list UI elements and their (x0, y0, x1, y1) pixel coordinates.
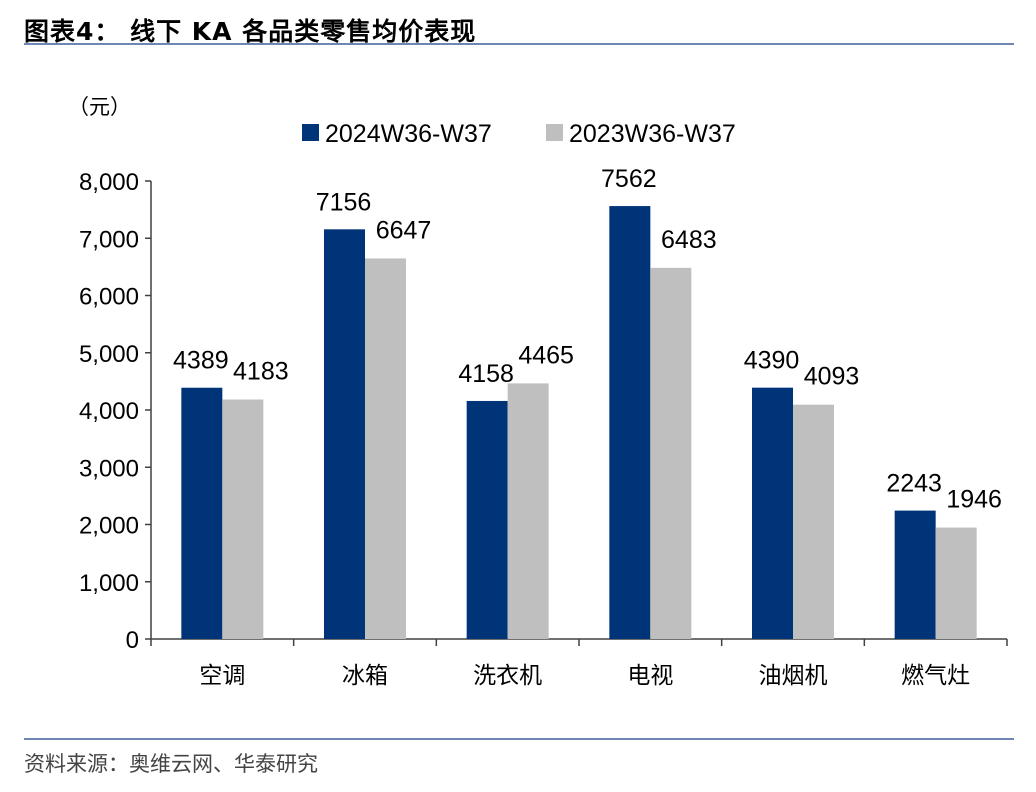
data-label-2024: 4389 (173, 347, 229, 375)
legend-swatch-2024 (302, 124, 319, 141)
bar-2024 (324, 229, 365, 639)
y-tick-label: 4,000 (79, 398, 139, 425)
y-tick-label: 6,000 (79, 284, 139, 311)
source-note: 资料来源：奥维云网、华泰研究 (24, 752, 318, 776)
y-tick-label: 1,000 (79, 570, 139, 597)
data-label-2023: 6647 (376, 216, 432, 244)
bar-2024 (752, 387, 793, 639)
bar-2023 (507, 383, 549, 639)
y-tick-label: 8,000 (79, 169, 139, 196)
bar-2023 (793, 404, 834, 639)
data-label-2023: 6483 (661, 226, 717, 254)
y-unit-label: （元） (68, 95, 131, 119)
data-label-2024: 7156 (316, 188, 372, 216)
data-label-2023: 4465 (518, 341, 574, 369)
data-label-2023: 4183 (233, 358, 289, 386)
x-category-label: 燃气灶 (901, 663, 970, 689)
data-label-2024: 7562 (601, 165, 657, 193)
legend-label-2024: 2024W36-W37 (325, 120, 492, 148)
data-label-2023: 4093 (804, 363, 860, 391)
y-tick-label: 0 (126, 627, 139, 654)
data-label-2024: 4158 (458, 360, 514, 388)
bar-2024 (181, 387, 223, 639)
x-category-label: 洗衣机 (473, 663, 542, 689)
data-label-2024: 2243 (886, 470, 942, 498)
data-label-2023: 1946 (946, 486, 1002, 514)
legend-label-2023: 2023W36-W37 (569, 120, 736, 148)
figure-title: 图表4： 线下 KA 各品类零售均价表现 (24, 17, 477, 46)
y-tick-label: 2,000 (79, 513, 139, 540)
title-rule (24, 43, 1014, 45)
x-category-label: 冰箱 (342, 663, 388, 689)
bar-2023 (222, 399, 264, 639)
y-tick-label: 7,000 (79, 226, 139, 253)
bar-2024 (609, 206, 651, 639)
y-tick-label: 5,000 (79, 341, 139, 368)
y-tick-label: 3,000 (79, 455, 139, 482)
x-category-label: 电视 (627, 663, 673, 689)
source-rule (24, 738, 1014, 740)
bar-2024 (466, 400, 508, 639)
x-category-label: 油烟机 (759, 663, 828, 689)
bar-2024 (894, 510, 936, 639)
x-category-label: 空调 (199, 663, 245, 689)
bar-2023 (365, 258, 406, 639)
legend-swatch-2023 (546, 124, 563, 141)
bar-2023 (650, 267, 692, 639)
bar-2023 (935, 527, 977, 639)
data-label-2024: 4390 (744, 347, 800, 375)
